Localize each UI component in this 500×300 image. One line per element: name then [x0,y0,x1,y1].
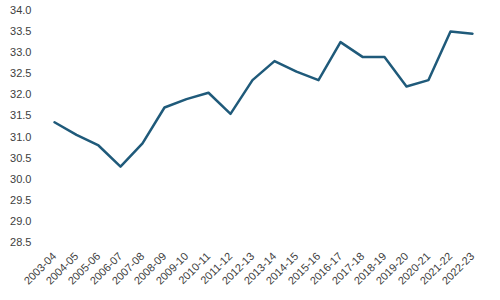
svg-text:2019-20: 2019-20 [373,249,411,287]
svg-text:32.5: 32.5 [10,67,31,79]
svg-text:2016-17: 2016-17 [307,249,345,287]
svg-text:2003-04: 2003-04 [21,249,59,287]
svg-text:33.0: 33.0 [10,46,31,58]
svg-text:2021-22: 2021-22 [417,249,455,287]
svg-text:32.0: 32.0 [10,88,31,100]
svg-text:30.0: 30.0 [10,173,31,185]
svg-text:2006-07: 2006-07 [87,249,125,287]
svg-text:29.5: 29.5 [10,194,31,206]
svg-text:29.0: 29.0 [10,215,31,227]
svg-text:2013-14: 2013-14 [241,249,279,287]
svg-text:31.0: 31.0 [10,131,31,143]
svg-text:34.0: 34.0 [10,4,31,16]
svg-text:2009-10: 2009-10 [153,249,191,287]
svg-text:2020-21: 2020-21 [395,249,433,287]
svg-text:2018-19: 2018-19 [351,249,389,287]
svg-text:2010-11: 2010-11 [175,249,213,287]
svg-text:2011-12: 2011-12 [197,249,235,287]
svg-text:2008-09: 2008-09 [131,249,169,287]
svg-text:2015-16: 2015-16 [285,249,323,287]
svg-text:2012-13: 2012-13 [219,249,257,287]
svg-text:33.5: 33.5 [10,25,31,37]
svg-text:2007-08: 2007-08 [109,249,147,287]
svg-text:2017-18: 2017-18 [329,249,367,287]
svg-text:2014-15: 2014-15 [263,249,301,287]
svg-text:30.5: 30.5 [10,152,31,164]
svg-text:2022-23: 2022-23 [439,250,476,287]
svg-text:2005-06: 2005-06 [65,249,103,287]
svg-text:28.5: 28.5 [10,236,31,248]
svg-text:31.5: 31.5 [10,109,31,121]
svg-text:2004-05: 2004-05 [43,249,81,287]
